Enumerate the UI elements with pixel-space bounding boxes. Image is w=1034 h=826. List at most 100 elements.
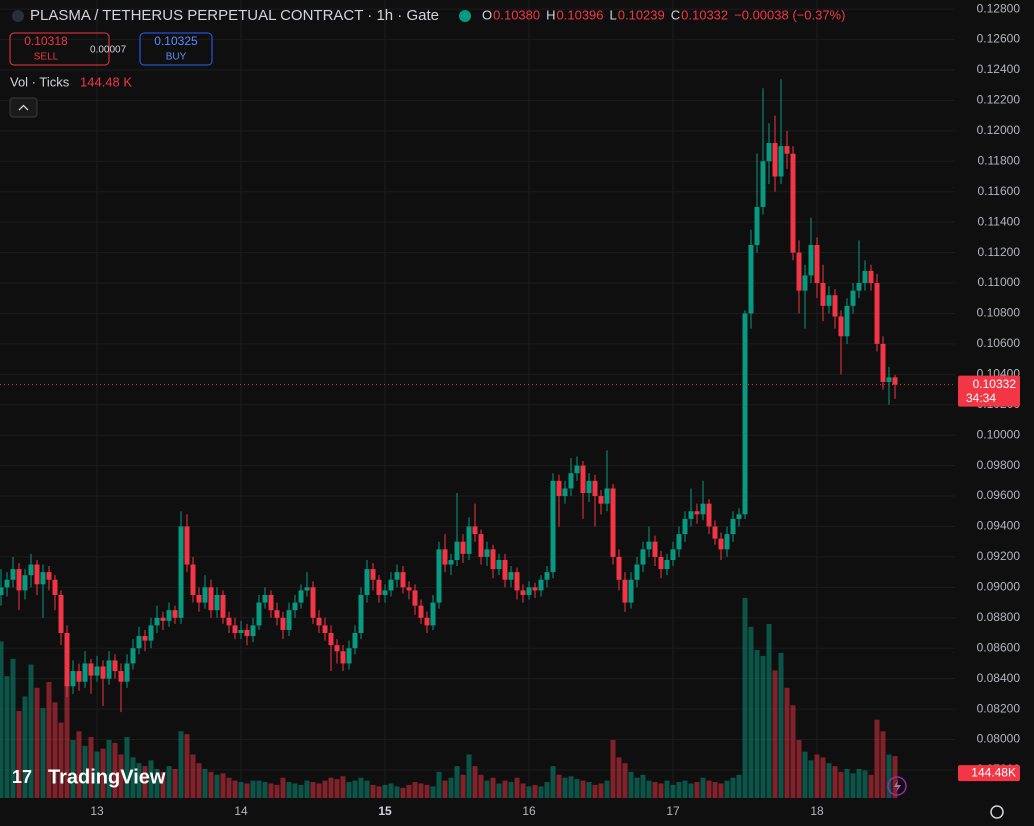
candle-body <box>34 564 40 585</box>
candle-body <box>64 633 70 687</box>
volume-bar <box>748 626 754 798</box>
spread: 0.00007 <box>90 45 127 56</box>
volume-bar <box>70 740 76 798</box>
volume-bar <box>418 783 424 798</box>
candle-body <box>52 579 58 595</box>
volume-bar <box>502 780 508 798</box>
candle-body <box>730 518 736 535</box>
volume-bar <box>94 751 100 798</box>
volume-bar <box>88 737 94 798</box>
candle-body <box>394 572 400 580</box>
volume-bar <box>292 783 298 798</box>
candle-body <box>106 660 112 679</box>
volume-bar <box>262 782 268 798</box>
volume-bar <box>532 784 538 798</box>
candle-body <box>160 617 166 621</box>
candle-body <box>556 480 562 497</box>
y-tick-label: 0.10800 <box>977 306 1021 320</box>
volume-bar <box>64 684 70 798</box>
candle-body <box>574 465 580 474</box>
volume-bar <box>808 760 814 798</box>
volume-bar <box>202 769 208 798</box>
candle-body <box>256 602 262 626</box>
candle-body <box>664 559 670 570</box>
candle-body <box>862 270 868 284</box>
volume-bar <box>106 740 112 798</box>
volume-bar <box>406 784 412 798</box>
candle-body <box>508 572 514 580</box>
volume-bar <box>784 687 790 798</box>
chart-title: PLASMA / TETHERUS PERPETUAL CONTRACT · 1… <box>30 7 439 24</box>
sell-button[interactable] <box>9 32 110 66</box>
volume-bar <box>154 769 160 798</box>
candle-body <box>484 549 490 557</box>
volume-bar <box>652 782 658 798</box>
candle-body <box>820 283 826 306</box>
candle-body <box>334 645 340 652</box>
candle-body <box>328 633 334 646</box>
volume-bar <box>736 774 742 798</box>
candle-body <box>100 666 106 679</box>
lightning-button[interactable] <box>887 776 907 796</box>
candle-body <box>844 305 850 337</box>
candle-body <box>874 283 880 344</box>
candle-body <box>466 526 472 554</box>
candle-body <box>46 572 52 580</box>
candle-body <box>838 316 844 337</box>
candle-body <box>280 617 286 630</box>
volume-bar <box>562 777 568 798</box>
volume-bar <box>580 780 586 798</box>
buy-label: BUY <box>166 52 187 63</box>
volume-bar <box>826 763 832 798</box>
collapse-button[interactable] <box>9 97 38 118</box>
candle-body <box>454 541 460 560</box>
volume-bar <box>208 771 214 798</box>
volume-bar <box>274 784 280 798</box>
volume-bar <box>484 780 490 798</box>
candle-body <box>238 629 244 634</box>
candle-body <box>520 590 526 595</box>
candle-body <box>796 252 802 291</box>
volume-bar <box>670 784 676 798</box>
volume-bar <box>166 766 172 798</box>
volume-bar <box>844 769 850 798</box>
candle-body <box>130 648 136 664</box>
candle-body <box>538 579 544 591</box>
sell-price: 0.10318 <box>24 34 68 48</box>
volume-bar <box>724 780 730 798</box>
buy-button[interactable] <box>139 32 213 66</box>
volume-bar <box>148 760 154 798</box>
candle-body <box>826 295 832 306</box>
volume-bar <box>298 784 304 798</box>
volume-bar <box>250 780 256 798</box>
volume-bar <box>640 774 646 798</box>
candle-body <box>772 143 778 177</box>
volume-bar <box>700 777 706 798</box>
candle-body <box>322 625 328 634</box>
countdown: 34:34 <box>966 391 996 405</box>
candle-body <box>178 526 184 618</box>
volume-bar <box>814 754 820 798</box>
settings-button[interactable] <box>990 805 1004 819</box>
price-badge: 0.10332 <box>973 377 1017 391</box>
volume-bar <box>184 734 190 798</box>
y-tick-label: 0.11400 <box>978 214 1021 228</box>
volume-bar <box>172 769 178 798</box>
candle-body <box>742 313 748 515</box>
candle-body <box>430 602 436 626</box>
ohlc-key: C <box>671 7 680 22</box>
candle-body <box>184 526 190 565</box>
x-tick-label: 14 <box>234 804 248 818</box>
candle-body <box>376 579 382 595</box>
volume-bar <box>874 719 880 798</box>
volume-bar <box>802 751 808 798</box>
volume-bar <box>268 783 274 798</box>
volume-bar <box>742 597 748 798</box>
volume-bar <box>760 655 766 798</box>
candle-body <box>220 594 226 618</box>
volume-bar <box>448 777 454 798</box>
candle-body <box>136 636 142 649</box>
volume-bar <box>178 731 184 798</box>
candle-body <box>544 572 550 580</box>
